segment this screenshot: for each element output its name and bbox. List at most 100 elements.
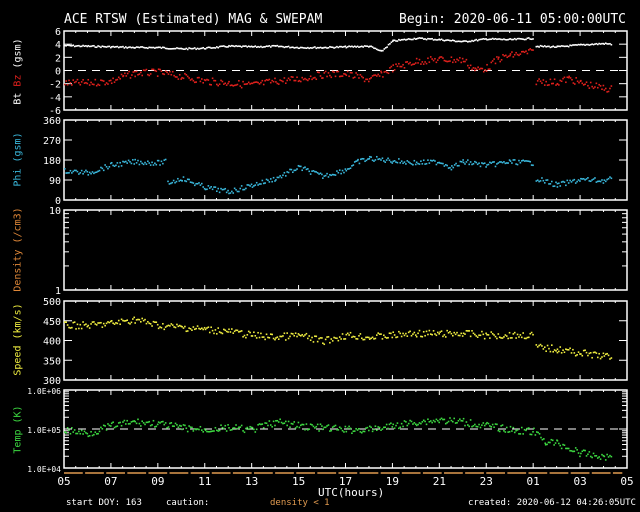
data-point-bz <box>480 67 482 70</box>
data-point-bt <box>454 40 457 43</box>
data-point-bz <box>334 75 337 78</box>
data-point-bt <box>109 46 112 49</box>
data-point-bt <box>233 45 236 48</box>
x-tick-label: 11 <box>198 475 211 488</box>
data-point-phi <box>272 176 275 179</box>
data-point-bz <box>132 71 135 73</box>
data-point-bz <box>607 90 610 93</box>
data-point-speed <box>119 323 121 326</box>
data-point-bz <box>567 76 570 79</box>
data-point-speed <box>548 347 550 350</box>
data-point-bt <box>130 46 133 49</box>
y-tick-label: 2 <box>55 53 61 64</box>
data-point-temp <box>341 429 344 432</box>
data-point-bz <box>279 79 281 81</box>
data-point-temp <box>305 423 308 425</box>
data-point-bz <box>73 81 76 84</box>
data-point-bz <box>582 84 585 86</box>
y-tick-label: 350 <box>43 356 61 367</box>
data-point-bz <box>329 74 331 77</box>
data-point-bz <box>128 70 130 73</box>
data-point-phi <box>323 175 326 177</box>
data-point-phi <box>94 171 97 174</box>
data-point-temp <box>76 432 79 435</box>
data-point-phi <box>515 163 517 165</box>
data-point-speed <box>453 331 456 334</box>
data-point-temp <box>462 417 465 420</box>
data-point-bz <box>467 64 469 67</box>
data-point-bt <box>442 39 444 42</box>
data-point-speed <box>483 337 486 340</box>
data-point-bz <box>584 83 586 86</box>
data-point-speed <box>204 328 207 331</box>
data-point-speed <box>565 348 567 350</box>
data-point-temp <box>352 430 355 433</box>
data-point-temp <box>591 456 593 459</box>
data-point-temp <box>120 424 123 427</box>
data-point-temp <box>228 427 230 429</box>
y-tick-label: -2 <box>49 80 61 91</box>
data-point-speed <box>380 333 382 335</box>
data-point-speed <box>284 339 287 341</box>
data-point-bz <box>97 83 99 86</box>
data-point-temp <box>457 419 460 422</box>
data-point-phi <box>210 186 212 188</box>
data-point-phi <box>296 168 298 170</box>
data-point-temp <box>216 429 218 432</box>
data-point-temp <box>308 428 311 430</box>
data-point-phi <box>542 179 545 182</box>
data-point-temp <box>188 425 190 427</box>
data-point-bt <box>478 38 480 41</box>
data-point-bz <box>507 55 510 58</box>
data-point-speed <box>247 330 250 333</box>
data-point-phi <box>421 163 424 165</box>
data-point-phi <box>577 179 580 181</box>
data-point-bz <box>208 83 211 86</box>
data-point-phi <box>113 165 116 167</box>
data-point-bt <box>490 38 493 41</box>
data-point-speed <box>425 330 428 333</box>
data-point-temp <box>283 422 286 424</box>
data-point-bz <box>413 63 416 65</box>
data-point-temp <box>363 430 366 433</box>
data-point-temp <box>512 426 515 429</box>
data-point-phi <box>308 170 311 173</box>
data-point-bz <box>491 60 494 62</box>
data-point-temp <box>374 425 377 427</box>
data-point-bt <box>255 46 258 49</box>
data-point-bz <box>104 83 106 86</box>
data-point-phi <box>361 157 364 160</box>
data-point-bz <box>90 81 92 84</box>
data-point-phi <box>478 162 480 165</box>
data-point-bz <box>95 84 98 87</box>
data-point-bt <box>162 46 164 49</box>
data-point-speed <box>66 324 69 326</box>
data-point-phi <box>362 158 365 160</box>
data-point-bz <box>276 82 279 85</box>
data-point-temp <box>541 438 544 441</box>
data-point-bt <box>565 45 567 48</box>
data-point-bt <box>69 44 72 47</box>
data-point-phi <box>138 163 141 166</box>
data-point-temp <box>311 424 313 426</box>
data-point-speed <box>576 354 578 356</box>
data-point-phi <box>279 175 281 177</box>
data-point-speed <box>196 325 199 327</box>
data-point-phi <box>462 159 464 161</box>
data-point-bt <box>271 44 273 47</box>
data-point-phi <box>283 171 286 174</box>
data-point-phi <box>493 161 495 163</box>
data-point-phi <box>329 174 331 176</box>
data-point-bz <box>424 61 426 63</box>
data-point-speed <box>221 332 224 335</box>
data-point-speed <box>277 338 280 340</box>
data-point-temp <box>323 426 326 429</box>
data-point-bt <box>163 46 166 49</box>
data-point-temp <box>406 424 409 427</box>
data-point-bz <box>100 79 102 81</box>
data-point-phi <box>255 181 258 184</box>
data-point-temp <box>170 422 173 424</box>
data-point-temp <box>574 447 577 449</box>
data-point-speed <box>349 331 352 334</box>
data-point-phi <box>550 180 553 183</box>
